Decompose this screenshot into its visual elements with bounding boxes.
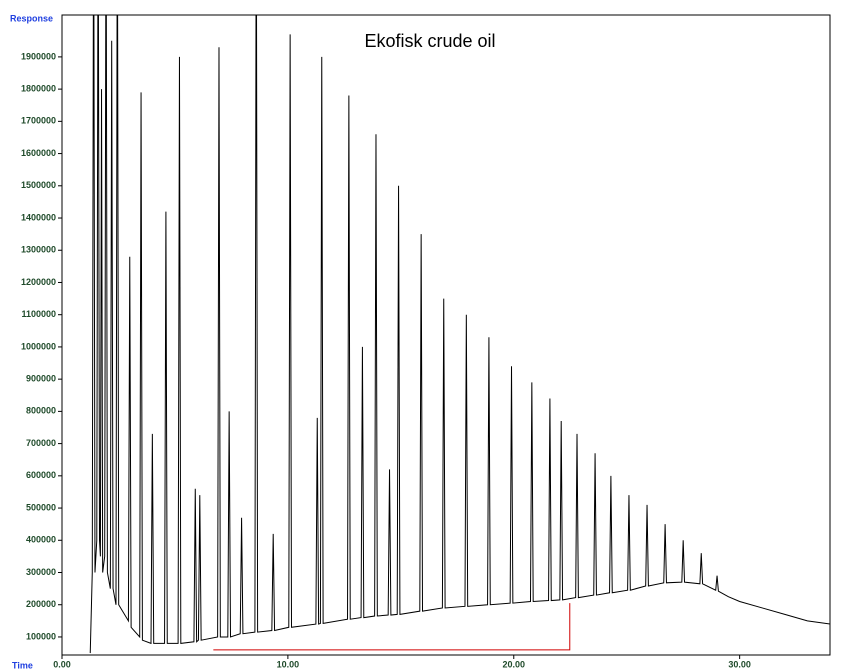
y-tick-label: 600000 xyxy=(26,470,56,480)
x-tick-label: 20.00 xyxy=(502,659,525,669)
y-tick-label: 1500000 xyxy=(21,180,56,190)
y-tick-label: 1200000 xyxy=(21,277,56,287)
y-tick-label: 1600000 xyxy=(21,148,56,158)
plot-frame xyxy=(61,14,831,656)
y-tick-label: 1700000 xyxy=(21,116,56,126)
y-tick-label: 1900000 xyxy=(21,51,56,61)
y-tick-label: 500000 xyxy=(26,502,56,512)
baseline-marker xyxy=(213,603,571,651)
y-tick-label: 800000 xyxy=(26,406,56,416)
x-tick-label: 30.00 xyxy=(728,659,751,669)
y-tick-label: 100000 xyxy=(26,631,56,641)
y-tick-label: 300000 xyxy=(26,567,56,577)
chromatogram-trace xyxy=(89,15,830,654)
y-axis-label: Response xyxy=(10,13,53,23)
y-tick-label: 1800000 xyxy=(21,83,56,93)
x-tick-label: 0.00 xyxy=(53,659,71,669)
y-tick-label: 900000 xyxy=(26,374,56,384)
chart-title: Ekofisk crude oil xyxy=(364,31,495,51)
y-tick-label: 1000000 xyxy=(21,341,56,351)
y-tick-label: 700000 xyxy=(26,438,56,448)
y-tick-label: 1100000 xyxy=(21,309,56,319)
y-tick-label: 200000 xyxy=(26,599,56,609)
y-tick-label: 1300000 xyxy=(21,245,56,255)
y-tick-label: 400000 xyxy=(26,535,56,545)
y-tick-label: 1400000 xyxy=(21,212,56,222)
plot-area xyxy=(89,15,830,654)
x-tick-label: 10.00 xyxy=(277,659,300,669)
x-axis-label: Time xyxy=(12,660,33,670)
